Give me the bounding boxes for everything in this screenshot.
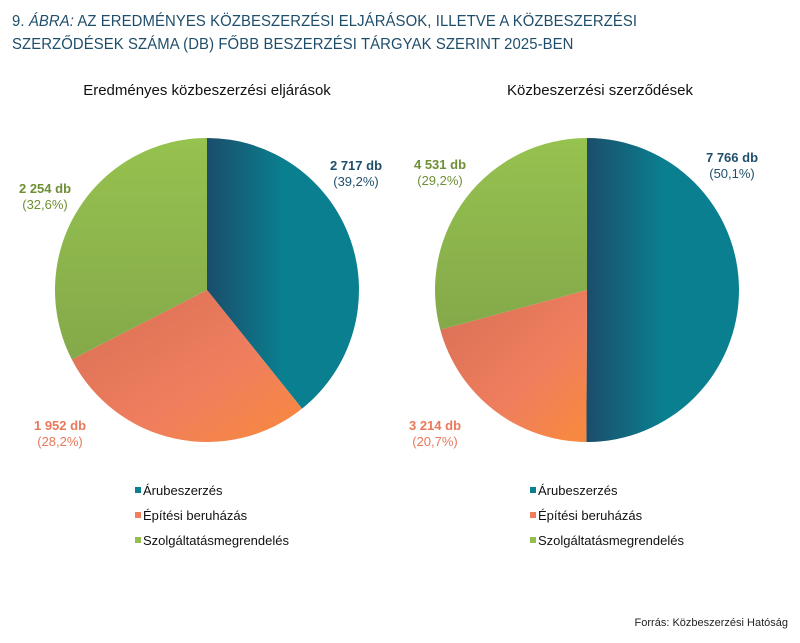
pie-slice-2 <box>440 290 587 442</box>
pie-slice-1 <box>207 138 359 409</box>
source-note: Forrás: Közbeszerzési Hatóság <box>634 617 788 629</box>
percent-label: (39,2%) <box>333 174 379 189</box>
legend-marker <box>135 487 141 493</box>
pie-slice-2 <box>71 290 303 442</box>
figure-title: 9. ÁBRA: AZ EREDMÉNYES KÖZBESZERZÉSI ELJ… <box>12 10 737 56</box>
legend-entry: Árubeszerzés <box>143 483 223 498</box>
percent-label: (32,6%) <box>22 197 68 212</box>
legend-entry: Szolgáltatásmegrendelés <box>143 533 289 548</box>
legend-entry: Építési beruházás <box>538 508 643 523</box>
percent-label: (20,7%) <box>412 434 458 449</box>
chart-title: Eredményes közbeszerzési eljárások <box>83 82 331 99</box>
legend-entry: Építési beruházás <box>143 508 248 523</box>
legend-marker <box>135 512 141 518</box>
legend-marker <box>530 512 536 518</box>
value-label: 3 214 db <box>409 418 461 433</box>
title-label: ÁBRA: <box>28 13 74 30</box>
legend-marker <box>135 537 141 543</box>
pie-slice-3 <box>54 138 207 360</box>
value-label: 1 952 db <box>34 418 86 433</box>
percent-label: (28,2%) <box>37 434 83 449</box>
pie-slice-3 <box>434 138 587 330</box>
legend-entry: Árubeszerzés <box>538 483 618 498</box>
percent-label: (50,1%) <box>709 166 755 181</box>
legend-entry: Szolgáltatásmegrendelés <box>538 533 684 548</box>
title-prefix: 9. <box>12 13 25 30</box>
percent-label: (29,2%) <box>417 173 463 188</box>
value-label: 4 531 db <box>414 157 466 172</box>
legend-marker <box>530 537 536 543</box>
chart-title: Közbeszerzési szerződések <box>507 82 693 99</box>
value-label: 2 254 db <box>19 181 71 196</box>
pie-slice-1 <box>586 138 739 442</box>
value-label: 7 766 db <box>706 150 758 165</box>
value-label: 2 717 db <box>330 158 382 173</box>
legend-marker <box>530 487 536 493</box>
title-text: AZ EREDMÉNYES KÖZBESZERZÉSI ELJÁRÁSOK, I… <box>12 13 638 53</box>
